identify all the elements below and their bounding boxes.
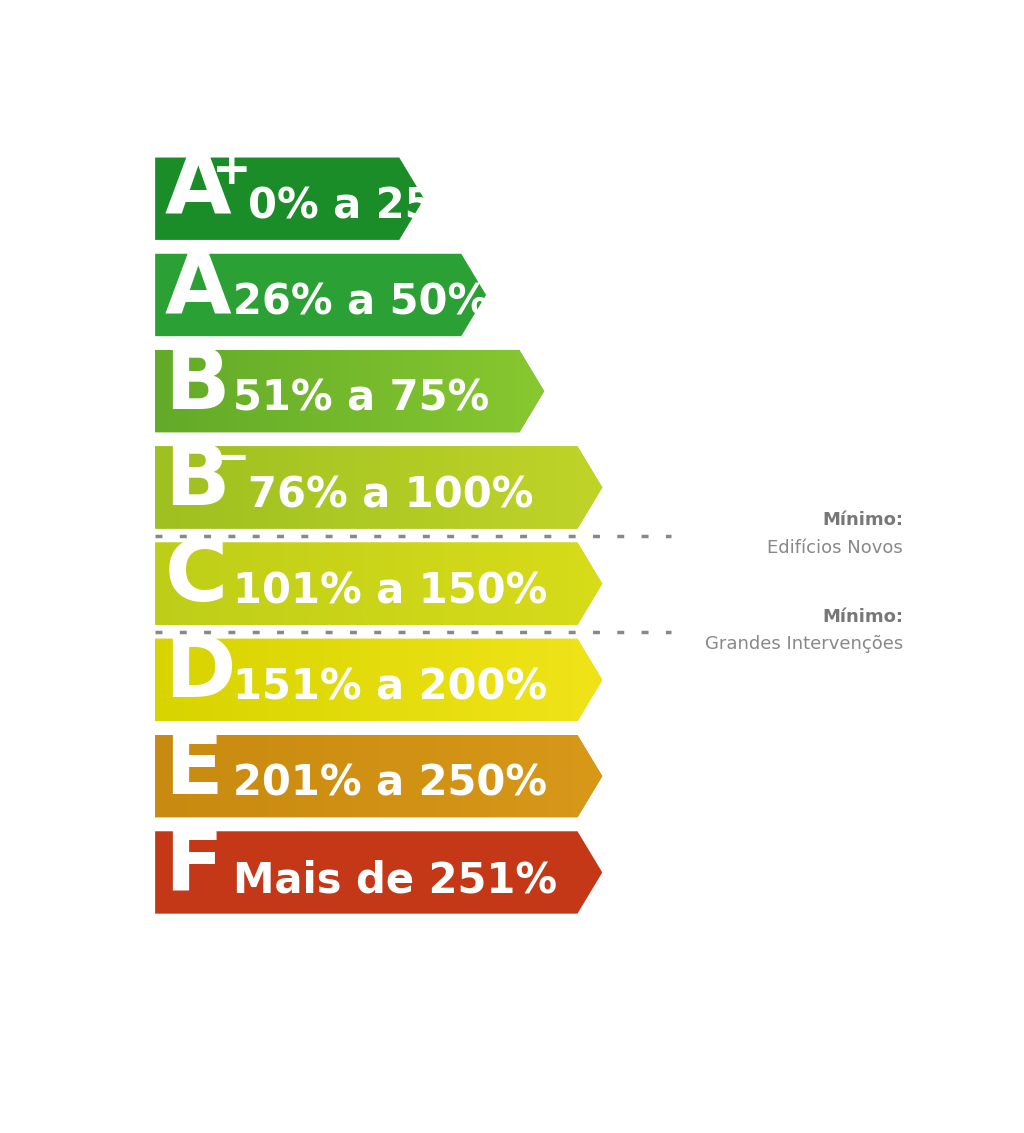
- Polygon shape: [155, 543, 602, 625]
- Text: A: A: [165, 148, 231, 231]
- Text: A: A: [165, 247, 231, 331]
- Polygon shape: [155, 832, 602, 913]
- Text: C: C: [165, 536, 227, 619]
- Polygon shape: [155, 735, 602, 817]
- Text: Mínimo:: Mínimo:: [822, 511, 903, 529]
- Polygon shape: [155, 446, 602, 529]
- Text: 51% a 75%: 51% a 75%: [232, 378, 488, 420]
- Polygon shape: [155, 350, 544, 433]
- Text: 201% a 250%: 201% a 250%: [232, 763, 547, 804]
- Polygon shape: [155, 254, 486, 337]
- Text: E: E: [165, 729, 223, 811]
- Text: 76% a 100%: 76% a 100%: [248, 475, 534, 517]
- Text: 151% a 200%: 151% a 200%: [232, 666, 547, 708]
- Text: 0% a 25%: 0% a 25%: [248, 186, 475, 228]
- Text: −: −: [212, 436, 250, 479]
- Text: B: B: [165, 343, 230, 426]
- Polygon shape: [155, 639, 602, 722]
- Text: 26% a 50%: 26% a 50%: [232, 282, 488, 324]
- Text: D: D: [165, 632, 236, 715]
- Text: F: F: [165, 825, 223, 908]
- Text: +: +: [212, 150, 252, 194]
- Text: 101% a 150%: 101% a 150%: [232, 570, 547, 613]
- Text: Mais de 251%: Mais de 251%: [232, 859, 557, 901]
- Text: B: B: [165, 440, 230, 522]
- Polygon shape: [155, 157, 424, 240]
- Text: Mínimo:: Mínimo:: [822, 607, 903, 625]
- Text: Grandes Intervenções: Grandes Intervenções: [705, 634, 903, 653]
- Text: Edifícios Novos: Edifícios Novos: [767, 538, 903, 556]
